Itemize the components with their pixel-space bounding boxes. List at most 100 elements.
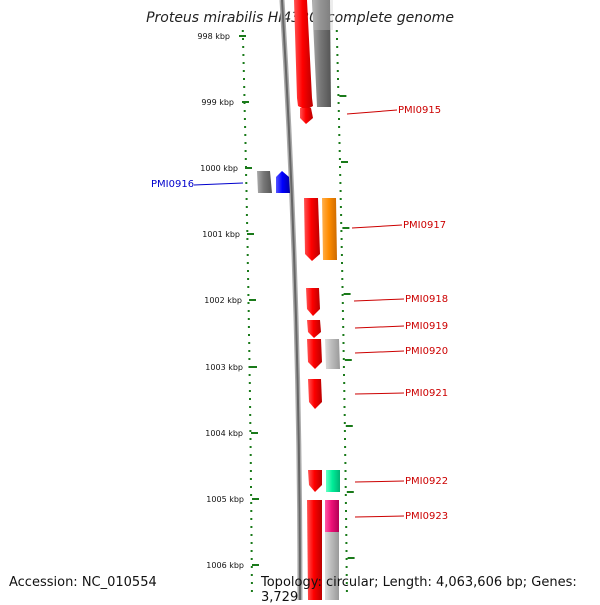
ruler-dot: [250, 558, 253, 560]
ruler-dot: [247, 318, 250, 320]
ruler-dot: [250, 510, 253, 512]
gene-arrow-pmi0916[interactable]: [276, 171, 290, 193]
ruler-dot: [247, 270, 249, 272]
ruler-dot: [249, 454, 252, 456]
ruler-dot: [249, 414, 252, 416]
gene-arrow-pmi0915b[interactable]: [300, 108, 313, 124]
ruler-dot: [248, 390, 251, 392]
ruler-dot: [250, 550, 253, 552]
ruler-dot: [244, 126, 247, 128]
gene-label-pmi0922[interactable]: PMI0922: [405, 476, 448, 487]
ruler-dot: [243, 110, 246, 112]
ruler-dot: [250, 494, 253, 496]
ruler-dot: [343, 382, 346, 384]
ruler: 998 kbp 999 kbp 1000 kbp 1001 kbp 1002 k…: [197, 32, 259, 570]
ruler-dot: [343, 414, 346, 416]
gray-feature-top-cap: [313, 0, 333, 30]
ruler-dot: [338, 142, 341, 144]
ruler-dot: [345, 526, 348, 528]
gene-label-pmi0918[interactable]: PMI0918: [405, 294, 448, 305]
ruler-dot: [246, 262, 249, 264]
leader-line-pmi0919: [354, 325, 405, 329]
ruler-dot: [345, 582, 348, 584]
gene-label-pmi0916[interactable]: PMI0916: [151, 179, 194, 190]
gene-arrow-pmi0920[interactable]: [307, 339, 322, 369]
gene-arrow-pmi0918[interactable]: [306, 288, 320, 316]
gene-label-pmi0923[interactable]: PMI0923: [405, 511, 448, 522]
ruler-dot: [336, 70, 339, 72]
ruler-dot: [250, 486, 252, 488]
ruler-dot: [246, 238, 249, 240]
ruler-dot: [245, 182, 248, 184]
ruler-dot: [337, 86, 340, 88]
gene-label-pmi0920[interactable]: PMI0920: [405, 346, 448, 357]
ruler-dot: [246, 254, 249, 256]
magenta-feature-pmi0923: [325, 500, 339, 532]
ruler-dot: [342, 334, 345, 336]
leader-line-pmi0917: [351, 224, 403, 229]
gene-label-pmi0917[interactable]: PMI0917: [403, 220, 446, 231]
ruler-dot: [345, 510, 347, 512]
ruler-dot: [247, 294, 250, 296]
orange-feature-pmi0917: [322, 198, 337, 260]
accession-text: Accession: NC_010554: [9, 575, 157, 590]
ruler-dot: [244, 150, 247, 152]
ruler-dot: [345, 542, 348, 544]
ruler-dot: [247, 302, 250, 304]
ruler-dot: [345, 550, 348, 552]
gene-arrow-pmi0921[interactable]: [308, 379, 322, 409]
ruler-dot: [342, 326, 345, 328]
ruler-dot: [342, 350, 345, 352]
ruler-dot: [242, 38, 244, 40]
ruler-tick-label: 1001 kbp: [202, 230, 240, 239]
ruler-tick-label: 998 kbp: [197, 32, 230, 41]
ruler-dot: [249, 446, 252, 448]
ruler-dot: [338, 158, 341, 160]
ruler-dots: [241, 30, 355, 592]
green-feature-pmi0922: [326, 470, 340, 492]
gene-arrow-pmi0915[interactable]: [294, 0, 313, 110]
ruler-dot: [245, 174, 248, 176]
ruler-dot: [249, 398, 251, 400]
gene-arrow-pmi0922[interactable]: [308, 470, 322, 492]
ruler-dot: [336, 38, 338, 40]
ruler-dot: [245, 206, 248, 208]
ruler-dot: [342, 366, 345, 368]
gene-arrow-pmi0923[interactable]: [307, 500, 322, 600]
ruler-dot: [248, 350, 251, 352]
ruler-dot: [340, 222, 343, 224]
ruler-tick-label: 1004 kbp: [205, 429, 243, 438]
ruler-dot: [248, 358, 251, 360]
ruler-dot: [243, 94, 246, 96]
ruler-dot: [249, 430, 252, 432]
gene-label-pmi0921[interactable]: PMI0921: [405, 388, 448, 399]
ruler-dot: [340, 246, 343, 248]
ruler-dot: [336, 46, 339, 48]
ruler-dot: [339, 166, 341, 168]
ruler-dot: [249, 422, 252, 424]
gene-arrow-pmi0917[interactable]: [304, 198, 320, 261]
ruler-dot: [345, 534, 348, 536]
gene-arrow-pmi0919[interactable]: [307, 320, 321, 338]
ruler-dot: [246, 222, 249, 224]
ruler-dot: [250, 590, 253, 592]
ruler-dot: [337, 94, 340, 96]
ruler-dot: [339, 190, 342, 192]
leader-line-pmi0921: [354, 392, 405, 395]
ruler-dot: [243, 86, 246, 88]
gene-label-pmi0915[interactable]: PMI0915: [398, 105, 441, 116]
ruler-dot: [248, 334, 250, 336]
ruler-dot: [245, 214, 248, 216]
ruler-dot: [341, 278, 344, 280]
ruler-dot: [339, 174, 342, 176]
ruler-dot: [344, 454, 347, 456]
ruler-dot: [244, 134, 247, 136]
ruler-dot: [248, 342, 251, 344]
leader-line-pmi0915: [346, 109, 398, 115]
leader-line-pmi0923: [354, 515, 405, 518]
ruler-dot: [337, 78, 339, 80]
ruler-dot: [338, 126, 341, 128]
ruler-tick-label: 999 kbp: [201, 98, 234, 107]
gene-label-pmi0919[interactable]: PMI0919: [405, 321, 448, 332]
